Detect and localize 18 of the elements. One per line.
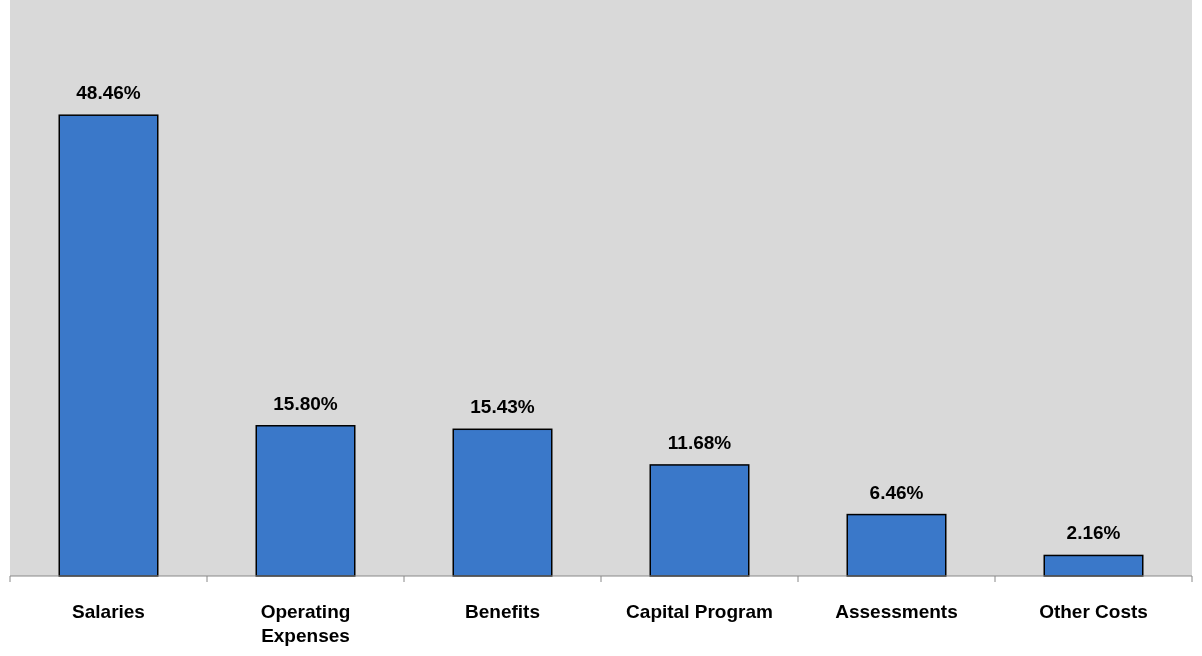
bar [255, 425, 356, 577]
x-tick-label: Assessments [835, 601, 958, 622]
bar [452, 428, 553, 577]
x-tick-label: Other Costs [1039, 601, 1148, 622]
data-label: 15.43% [470, 396, 535, 418]
bar [58, 114, 159, 577]
x-tick-label: Benefits [465, 601, 540, 622]
x-tick-label: Capital Program [626, 601, 773, 622]
data-label: 48.46% [76, 82, 141, 104]
x-tick-label: Operating Expenses [260, 601, 351, 646]
bar [846, 513, 947, 577]
data-label: 2.16% [1066, 522, 1121, 544]
data-label: 6.46% [869, 481, 924, 503]
bar [649, 464, 750, 577]
bar [1043, 554, 1144, 577]
data-label: 15.80% [273, 392, 338, 414]
x-tick-label: Salaries [72, 601, 145, 622]
data-label: 11.68% [667, 431, 732, 453]
